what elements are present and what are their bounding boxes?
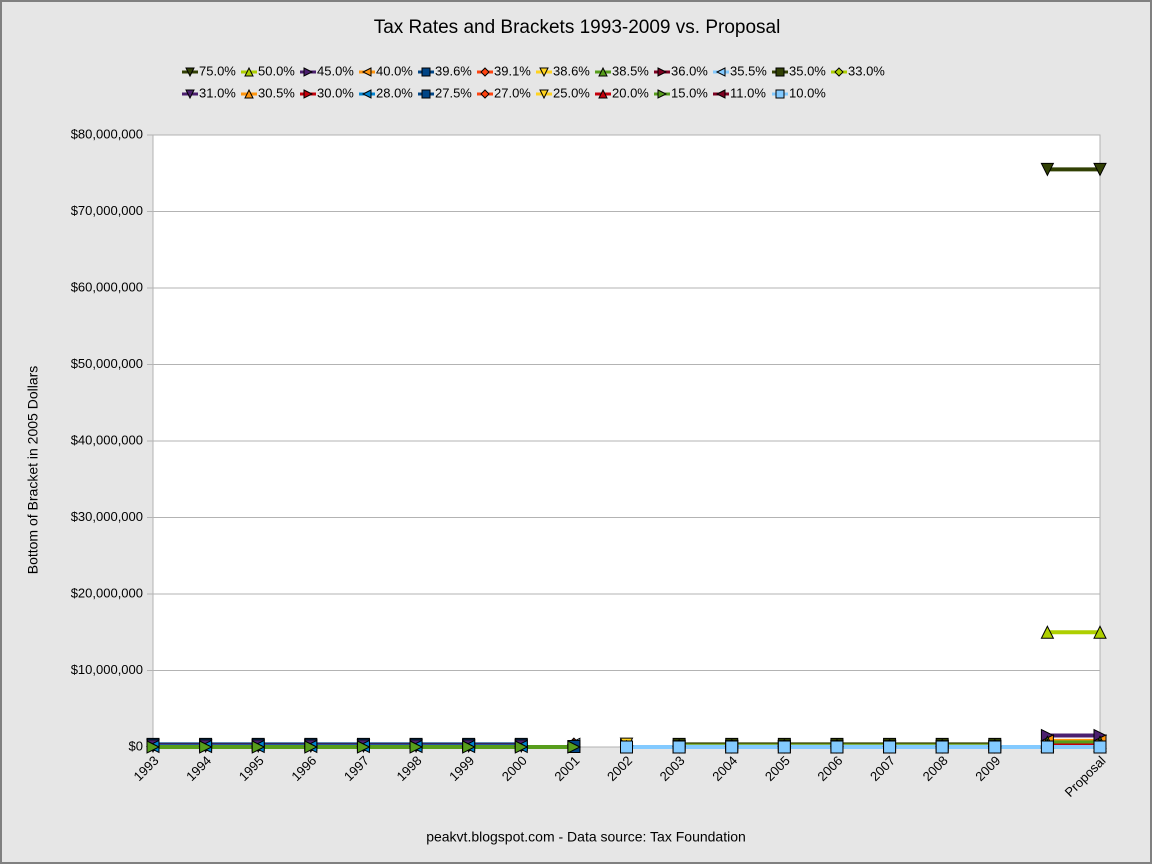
- y-tick-label: $20,000,000: [71, 585, 143, 600]
- legend-marker: [598, 88, 608, 99]
- legend-label: 36.0%: [671, 63, 708, 78]
- y-axis-label: Bottom of Bracket in 2005 Dollars: [25, 366, 41, 575]
- data-point: [1040, 740, 1054, 754]
- legend-label: 27.0%: [494, 85, 531, 100]
- legend-label: 39.1%: [494, 63, 531, 78]
- legend-marker: [539, 89, 549, 100]
- data-point: [409, 740, 424, 754]
- legend-marker: [775, 89, 785, 99]
- legend-marker: [185, 67, 195, 78]
- data-point: [1093, 625, 1107, 639]
- legend-marker: [657, 89, 668, 99]
- legend-marker: [244, 66, 254, 77]
- legend-label: 15.0%: [671, 85, 708, 100]
- data-point: [514, 740, 529, 754]
- y-tick-label: $30,000,000: [71, 509, 143, 524]
- legend-label: 28.0%: [376, 85, 413, 100]
- data-point: [251, 740, 266, 754]
- data-point: [199, 740, 213, 754]
- y-tick-label: $50,000,000: [71, 356, 143, 371]
- data-point: [672, 740, 686, 754]
- legend-label: 30.0%: [317, 85, 354, 100]
- legend-label: 20.0%: [612, 85, 649, 100]
- data-point: [935, 740, 949, 754]
- legend-marker: [480, 89, 490, 99]
- legend-label: 31.0%: [199, 85, 236, 100]
- legend-marker: [715, 89, 726, 99]
- legend-label: 75.0%: [199, 63, 236, 78]
- data-point: [725, 740, 739, 754]
- legend-label: 35.5%: [730, 63, 767, 78]
- data-point: [146, 740, 161, 754]
- legend-label: 45.0%: [317, 63, 354, 78]
- y-tick-label: $70,000,000: [71, 203, 143, 218]
- legend-label: 50.0%: [258, 63, 295, 78]
- legend-label: 11.0%: [730, 85, 766, 100]
- legend-marker: [715, 67, 726, 77]
- legend-label: 40.0%: [376, 63, 413, 78]
- legend-label: 39.6%: [435, 63, 472, 78]
- data-point: [567, 740, 582, 754]
- legend-marker: [185, 89, 195, 100]
- legend-marker: [834, 67, 844, 77]
- data-point: [1093, 740, 1107, 754]
- caption: peakvt.blogspot.com - Data source: Tax F…: [426, 829, 746, 845]
- data-point: [988, 740, 1002, 754]
- legend-label: 35.0%: [789, 63, 826, 78]
- legend-label: 30.5%: [258, 85, 295, 100]
- data-point: [1040, 625, 1055, 639]
- legend-marker: [244, 88, 254, 99]
- legend-label: 38.6%: [553, 63, 590, 78]
- y-tick-label: $0: [129, 738, 143, 753]
- data-point: [304, 740, 318, 754]
- y-tick-label: $60,000,000: [71, 279, 143, 294]
- legend-marker: [598, 66, 608, 77]
- legend-label: 10.0%: [789, 85, 826, 100]
- legend-marker: [657, 67, 668, 77]
- legend-marker: [361, 89, 372, 99]
- legend-marker: [361, 67, 372, 77]
- legend-label: 33.0%: [848, 63, 885, 78]
- y-tick-label: $10,000,000: [71, 662, 143, 677]
- chart-title: Tax Rates and Brackets 1993-2009 vs. Pro…: [374, 17, 781, 38]
- legend-marker: [539, 67, 549, 78]
- data-point: [830, 740, 844, 754]
- legend-marker: [303, 89, 314, 99]
- data-point: [356, 740, 371, 754]
- legend-marker: [775, 67, 785, 77]
- legend-label: 27.5%: [435, 85, 472, 100]
- legend-marker: [421, 89, 431, 99]
- data-point: [777, 740, 791, 754]
- legend-marker: [421, 67, 431, 77]
- data-point: [620, 740, 633, 754]
- legend-marker: [303, 67, 314, 77]
- data-point: [1040, 162, 1055, 177]
- data-point: [883, 740, 897, 754]
- legend-label: 38.5%: [612, 63, 649, 78]
- data-point: [462, 740, 476, 754]
- y-tick-label: $80,000,000: [71, 126, 143, 141]
- y-tick-label: $40,000,000: [71, 432, 143, 447]
- data-point: [1093, 162, 1107, 177]
- legend-marker: [480, 67, 490, 77]
- legend-label: 25.0%: [553, 85, 590, 100]
